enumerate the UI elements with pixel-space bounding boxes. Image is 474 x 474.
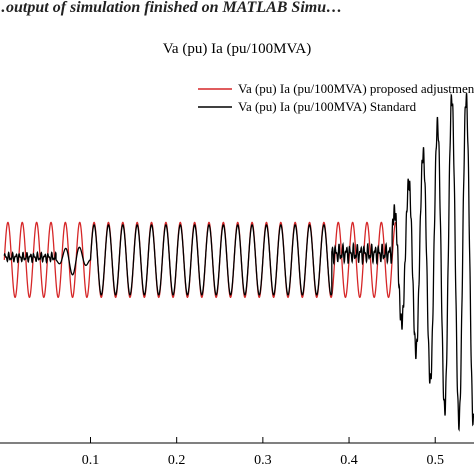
legend-label-proposed: Va (pu) Ia (pu/100MVA) proposed adjustme… <box>238 81 474 96</box>
series-line-standard <box>3 93 474 432</box>
x-tick-label: 0.3 <box>254 453 272 468</box>
x-axis: 0.1 0.2 0.3 0.4 0.5 <box>0 437 474 468</box>
legend: Va (pu) Ia (pu/100MVA) proposed adjustme… <box>198 81 474 114</box>
chart-title: Va (pu) Ia (pu/100MVA) <box>163 41 311 57</box>
x-tick-label: 0.1 <box>82 453 100 468</box>
plot-area <box>3 93 474 432</box>
header-cropped-text: …output of simulation finished on MATLAB… <box>0 0 342 16</box>
x-tick-label: 0.4 <box>340 453 358 468</box>
legend-label-standard: Va (pu) Ia (pu/100MVA) Standard <box>238 99 417 114</box>
x-tick-label: 0.5 <box>426 453 444 468</box>
x-tick-label: 0.2 <box>168 453 186 468</box>
